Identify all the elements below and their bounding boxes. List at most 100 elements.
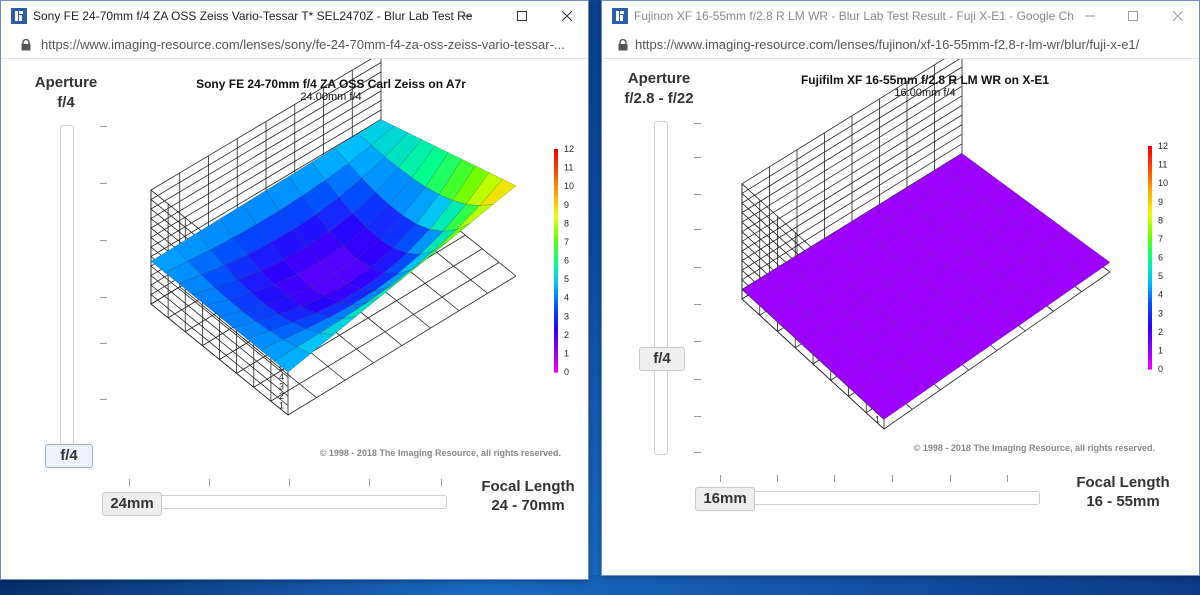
colorbar-segment — [1148, 231, 1152, 236]
grid-line — [287, 275, 517, 416]
colorbar-segment — [554, 260, 558, 265]
address-bar[interactable]: https://www.imaging-resource.com/lenses/… — [1, 31, 588, 59]
colorbar-segment — [1148, 201, 1152, 207]
colorbar-segment — [1148, 290, 1152, 296]
title-bar[interactable]: Fujinon XF 16-55mm f/2.8 R LM WR - Blur … — [602, 1, 1199, 31]
aperture-slider-track[interactable] — [654, 121, 668, 455]
aperture-tick — [100, 183, 107, 184]
z-tick-label: 2 — [279, 391, 284, 401]
colorbar-segment — [554, 189, 558, 195]
maximize-button[interactable] — [499, 1, 545, 31]
close-button[interactable] — [544, 1, 590, 31]
colorbar-tick-label: 3 — [564, 311, 569, 321]
lock-icon — [618, 39, 628, 51]
colorbar-segment — [1148, 342, 1152, 348]
aperture-tick — [694, 341, 701, 342]
colorbar-segment — [1148, 194, 1152, 199]
colorbar-tick-label: 12 — [564, 144, 574, 154]
colorbar-tick-label: 7 — [1158, 234, 1163, 244]
colorbar-segment — [1148, 283, 1152, 288]
colorbar-segment — [554, 305, 558, 310]
colorbar-segment — [554, 282, 558, 288]
colorbar-segment — [1148, 357, 1152, 363]
colorbar-segment — [554, 197, 558, 202]
focal-tick — [720, 475, 721, 482]
minimize-button[interactable] — [1067, 1, 1113, 31]
browser-window-sony[interactable]: Sony FE 24-70mm f/4 ZA OSS Zeiss Vario-T… — [0, 0, 589, 580]
copyright-text: © 1998 - 2018 The Imaging Resource, all … — [320, 448, 561, 458]
colorbar-segment — [1148, 164, 1152, 169]
colorbar-segment — [554, 156, 558, 161]
url-text[interactable]: https://www.imaging-resource.com/lenses/… — [635, 37, 1140, 52]
colorbar-segment — [554, 331, 558, 336]
minimize-button[interactable] — [443, 1, 489, 31]
colorbar-segment — [1148, 365, 1152, 370]
colorbar-segment — [1148, 264, 1152, 270]
colorbar-segment — [554, 241, 558, 247]
colorbar-segment — [1148, 316, 1152, 322]
focal-tick — [892, 475, 893, 482]
colorbar-segment — [1148, 242, 1152, 247]
address-bar[interactable]: https://www.imaging-resource.com/lenses/… — [602, 31, 1199, 59]
colorbar-segment — [554, 201, 558, 206]
colorbar-segment — [1148, 160, 1152, 166]
colorbar-segment — [554, 338, 558, 343]
colorbar-segment — [554, 219, 558, 224]
colorbar-segment — [554, 345, 558, 351]
colorbar-segment — [554, 301, 558, 306]
colorbar-segment — [1148, 224, 1152, 229]
colorbar-segment — [1148, 246, 1152, 251]
colorbar-segment — [554, 342, 558, 347]
focal-tick — [1007, 475, 1008, 482]
colorbar-segment — [554, 215, 558, 221]
colorbar-segment — [554, 182, 558, 187]
window-title: Fujinon XF 16-55mm f/2.8 R LM WR - Blur … — [634, 9, 1074, 23]
colorbar-tick-label: 1 — [1158, 345, 1163, 355]
colorbar-segment — [1148, 190, 1152, 195]
aperture-slider-knob[interactable]: f/4 — [639, 347, 685, 371]
colorbar-segment — [1148, 168, 1152, 173]
aperture-tick — [100, 297, 107, 298]
colorbar-segment — [554, 223, 558, 228]
close-button[interactable] — [1155, 1, 1200, 31]
maximize-icon — [517, 11, 527, 21]
colorbar-tick-label: 0 — [564, 367, 569, 377]
title-bar[interactable]: Sony FE 24-70mm f/4 ZA OSS Zeiss Vario-T… — [1, 1, 588, 31]
copyright-text: © 1998 - 2018 The Imaging Resource, all … — [914, 443, 1155, 453]
colorbar-segment — [1148, 250, 1152, 255]
colorbar-segment — [554, 186, 558, 191]
z-tick-label: 5 — [279, 363, 284, 373]
colorbar-segment — [554, 357, 558, 362]
focal-length-label: Focal Length — [1076, 474, 1170, 491]
maximize-button[interactable] — [1110, 1, 1156, 31]
colorbar-tick-label: 8 — [1158, 215, 1163, 225]
colorbar-segment — [554, 152, 558, 158]
focal-tick — [441, 479, 442, 486]
colorbar-segment — [554, 293, 558, 299]
browser-window-fuji[interactable]: Fujinon XF 16-55mm f/2.8 R LM WR - Blur … — [601, 0, 1200, 576]
colorbar-tick-label: 10 — [1158, 178, 1168, 188]
url-text[interactable]: https://www.imaging-resource.com/lenses/… — [41, 37, 565, 52]
colorbar-segment — [1148, 294, 1152, 299]
surface-cell — [479, 178, 517, 206]
colorbar-segment — [1148, 305, 1152, 311]
maximize-icon — [1128, 11, 1138, 21]
colorbar-segment — [1148, 354, 1152, 359]
colorbar-segment — [1148, 261, 1152, 266]
colorbar-segment — [554, 327, 558, 332]
colorbar-tick-label: 5 — [564, 274, 569, 284]
focal-length-slider-knob[interactable]: 16mm — [695, 487, 755, 511]
focal-tick — [129, 479, 130, 486]
colorbar-tick-label: 4 — [1158, 290, 1163, 300]
colorbar-segment — [1148, 149, 1152, 155]
z-tick-label: 4 — [279, 372, 284, 382]
colorbar-segment — [554, 290, 558, 295]
focal-tick — [834, 475, 835, 482]
aperture-tick — [100, 240, 107, 241]
aperture-slider-knob[interactable]: f/4 — [45, 444, 93, 468]
aperture-tick — [694, 452, 701, 453]
colorbar-segment — [554, 334, 558, 340]
focal-length-slider-knob[interactable]: 24mm — [102, 492, 162, 516]
colorbar-tick-label: 9 — [564, 200, 569, 210]
chart-subtitle: 16.00mm f/4 — [894, 87, 955, 99]
